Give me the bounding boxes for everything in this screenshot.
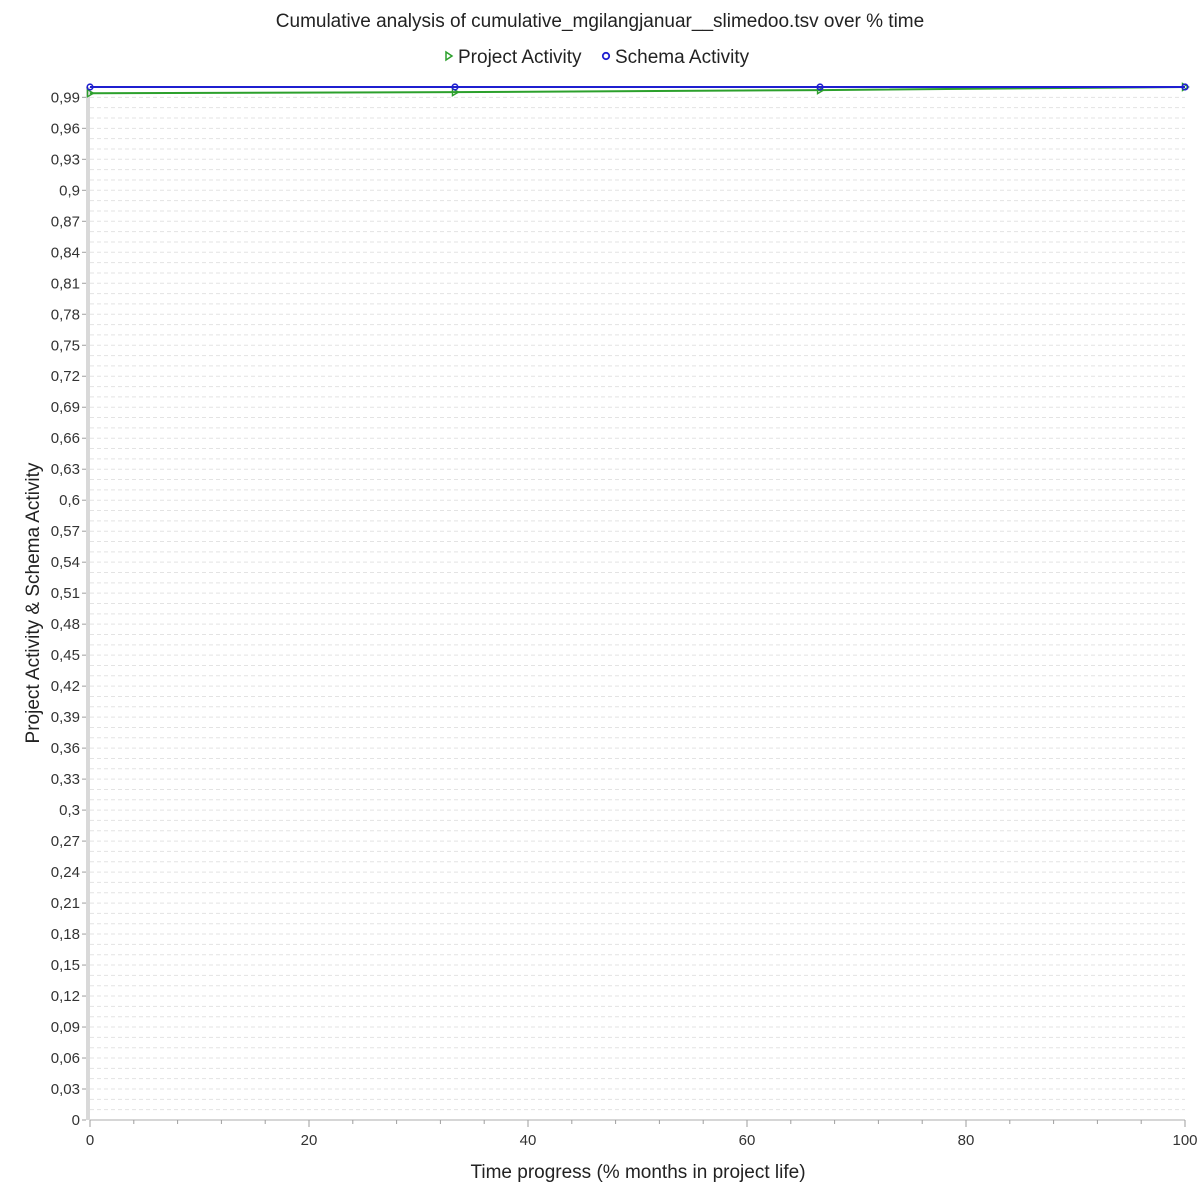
chart-title: Cumulative analysis of cumulative_mgilan… [276,11,924,32]
y-tick-label: 0,57 [51,523,80,540]
y-tick-label: 0,78 [51,306,80,323]
x-tick-label: 80 [958,1132,975,1149]
y-tick-label: 0,45 [51,647,80,664]
series-layer [86,82,1190,98]
data-point-schema-activity[interactable] [451,83,459,91]
y-tick-label: 0,3 [59,802,80,819]
y-tick-label: 0,48 [51,616,80,633]
y-tick-label: 0,6 [59,492,80,509]
data-point-project-activity[interactable] [86,88,95,98]
y-tick-label: 0,51 [51,585,80,602]
y-tick-label: 0,63 [51,461,80,478]
y-tick-label: 0,06 [51,1050,80,1067]
data-point-schema-activity[interactable] [1181,83,1189,91]
y-tick-label: 0,42 [51,678,80,695]
y-tick-label: 0,54 [51,554,80,571]
y-tick-label: 0,84 [51,244,80,261]
y-tick-label: 0,27 [51,833,80,850]
y-tick-label: 0,12 [51,988,80,1005]
y-tick-label: 0,75 [51,337,80,354]
x-tick-label: 0 [86,1132,94,1149]
legend-label-schema-activity: Schema Activity [615,47,750,68]
legend-item-schema-activity[interactable]: Schema Activity [601,47,750,68]
y-tick-label: 0,21 [51,895,80,912]
x-tick-label: 100 [1172,1132,1197,1149]
y-tick-label: 0,24 [51,864,80,881]
y-axis-label: Project Activity & Schema Activity [23,462,44,743]
x-tick-label: 20 [301,1132,318,1149]
legend-marker-project-activity-icon [445,50,454,62]
y-axis-line [86,87,90,1120]
y-tick-label: 0,9 [59,182,80,199]
x-tick-label: 40 [520,1132,537,1149]
grid-layer [90,86,1185,1111]
x-tick-labels: 0 20 40 60 80 100 [86,1132,1198,1149]
y-tick-label: 0,99 [51,89,80,106]
y-tick-label: 0,33 [51,771,80,788]
y-tick-label: 0,39 [51,709,80,726]
y-tick-label: 0,93 [51,151,80,168]
legend-marker-schema-activity-icon [601,51,611,61]
y-tick-label: 0 [72,1112,80,1129]
y-tick-label: 0,72 [51,368,80,385]
y-tick-label: 0,18 [51,926,80,943]
legend-item-project-activity[interactable]: Project Activity [445,47,582,68]
axes-layer [82,87,1186,1127]
y-tick-label: 0,87 [51,213,80,230]
y-tick-label: 0,96 [51,120,80,137]
y-tick-label: 0,69 [51,399,80,416]
series-line-project-activity[interactable] [89,86,1186,95]
data-point-project-activity[interactable] [816,85,825,95]
x-tick-label: 60 [739,1132,756,1149]
y-tick-label: 0,09 [51,1019,80,1036]
y-tick-labels: 0 0,03 0,06 0,09 0,12 0,15 0,18 0,21 0,24 0,27 0,3… [51,89,80,1129]
y-tick-label: 0,03 [51,1081,80,1098]
y-tick-label: 0,66 [51,430,80,447]
data-point-schema-activity[interactable] [86,83,94,91]
y-tick-label: 0,15 [51,957,80,974]
y-tick-label: 0,36 [51,740,80,757]
legend: Project Activity Schema Activity [445,47,750,68]
y-tick-label: 0,81 [51,275,80,292]
legend-label-project-activity: Project Activity [458,47,582,68]
x-axis-label: Time progress (% months in project life) [470,1162,805,1183]
data-point-schema-activity[interactable] [816,83,824,91]
